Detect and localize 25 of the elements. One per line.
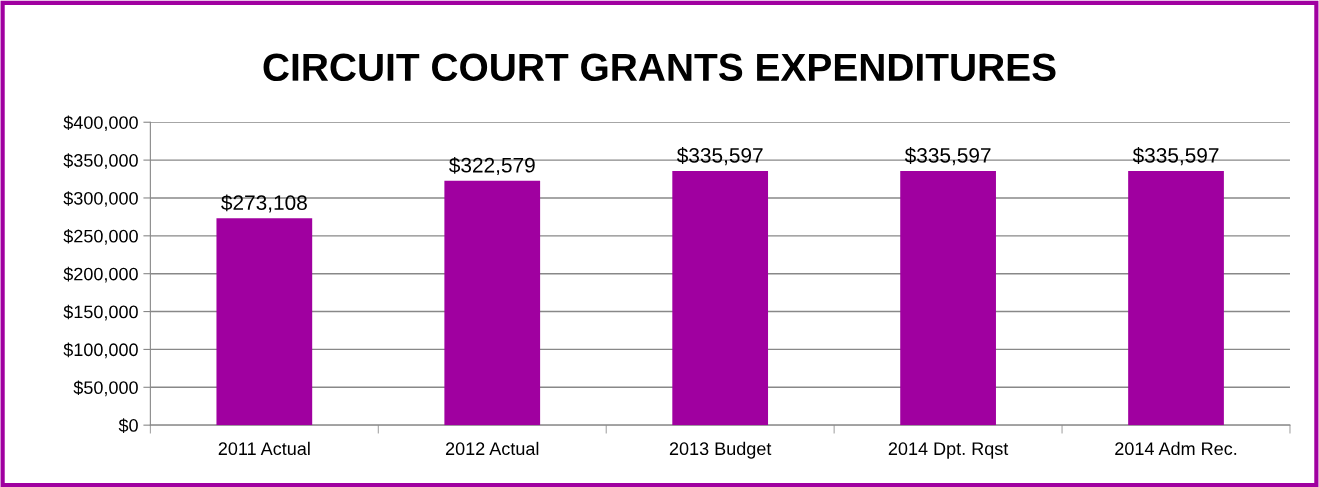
y-tick-label: $400,000 (63, 115, 138, 132)
chart-title: CIRCUIT COURT GRANTS EXPENDITURES (263, 53, 1056, 82)
data-label: $322,579 (449, 156, 535, 176)
bar (444, 180, 541, 426)
data-label: $335,597 (676, 147, 763, 166)
data-label: $273,108 (221, 194, 307, 213)
bar (672, 171, 769, 426)
y-tick-label: $50,000 (73, 380, 138, 397)
y-tick-label: $350,000 (63, 153, 138, 169)
bar (1128, 171, 1224, 426)
y-tick-label: $300,000 (63, 191, 138, 207)
x-tick-label: 2012 Actual (445, 441, 539, 456)
x-tick-label: 2014 Dpt. Rqst (888, 442, 1009, 459)
y-tick-label: $0 (118, 418, 138, 433)
x-tick-label: 2014 Adm Rec. (1115, 441, 1237, 456)
bar (900, 171, 996, 426)
y-tick-label: $150,000 (63, 304, 138, 321)
y-tick-label: $200,000 (63, 266, 138, 283)
x-tick-label: 2011 Actual (218, 441, 310, 456)
data-label: $335,597 (1132, 147, 1219, 166)
bar (216, 218, 313, 426)
y-tick-label: $250,000 (63, 229, 138, 245)
y-tick-label: $100,000 (63, 342, 138, 359)
x-tick-label: 2013 Budget (669, 441, 772, 459)
data-label: $335,597 (904, 147, 991, 166)
